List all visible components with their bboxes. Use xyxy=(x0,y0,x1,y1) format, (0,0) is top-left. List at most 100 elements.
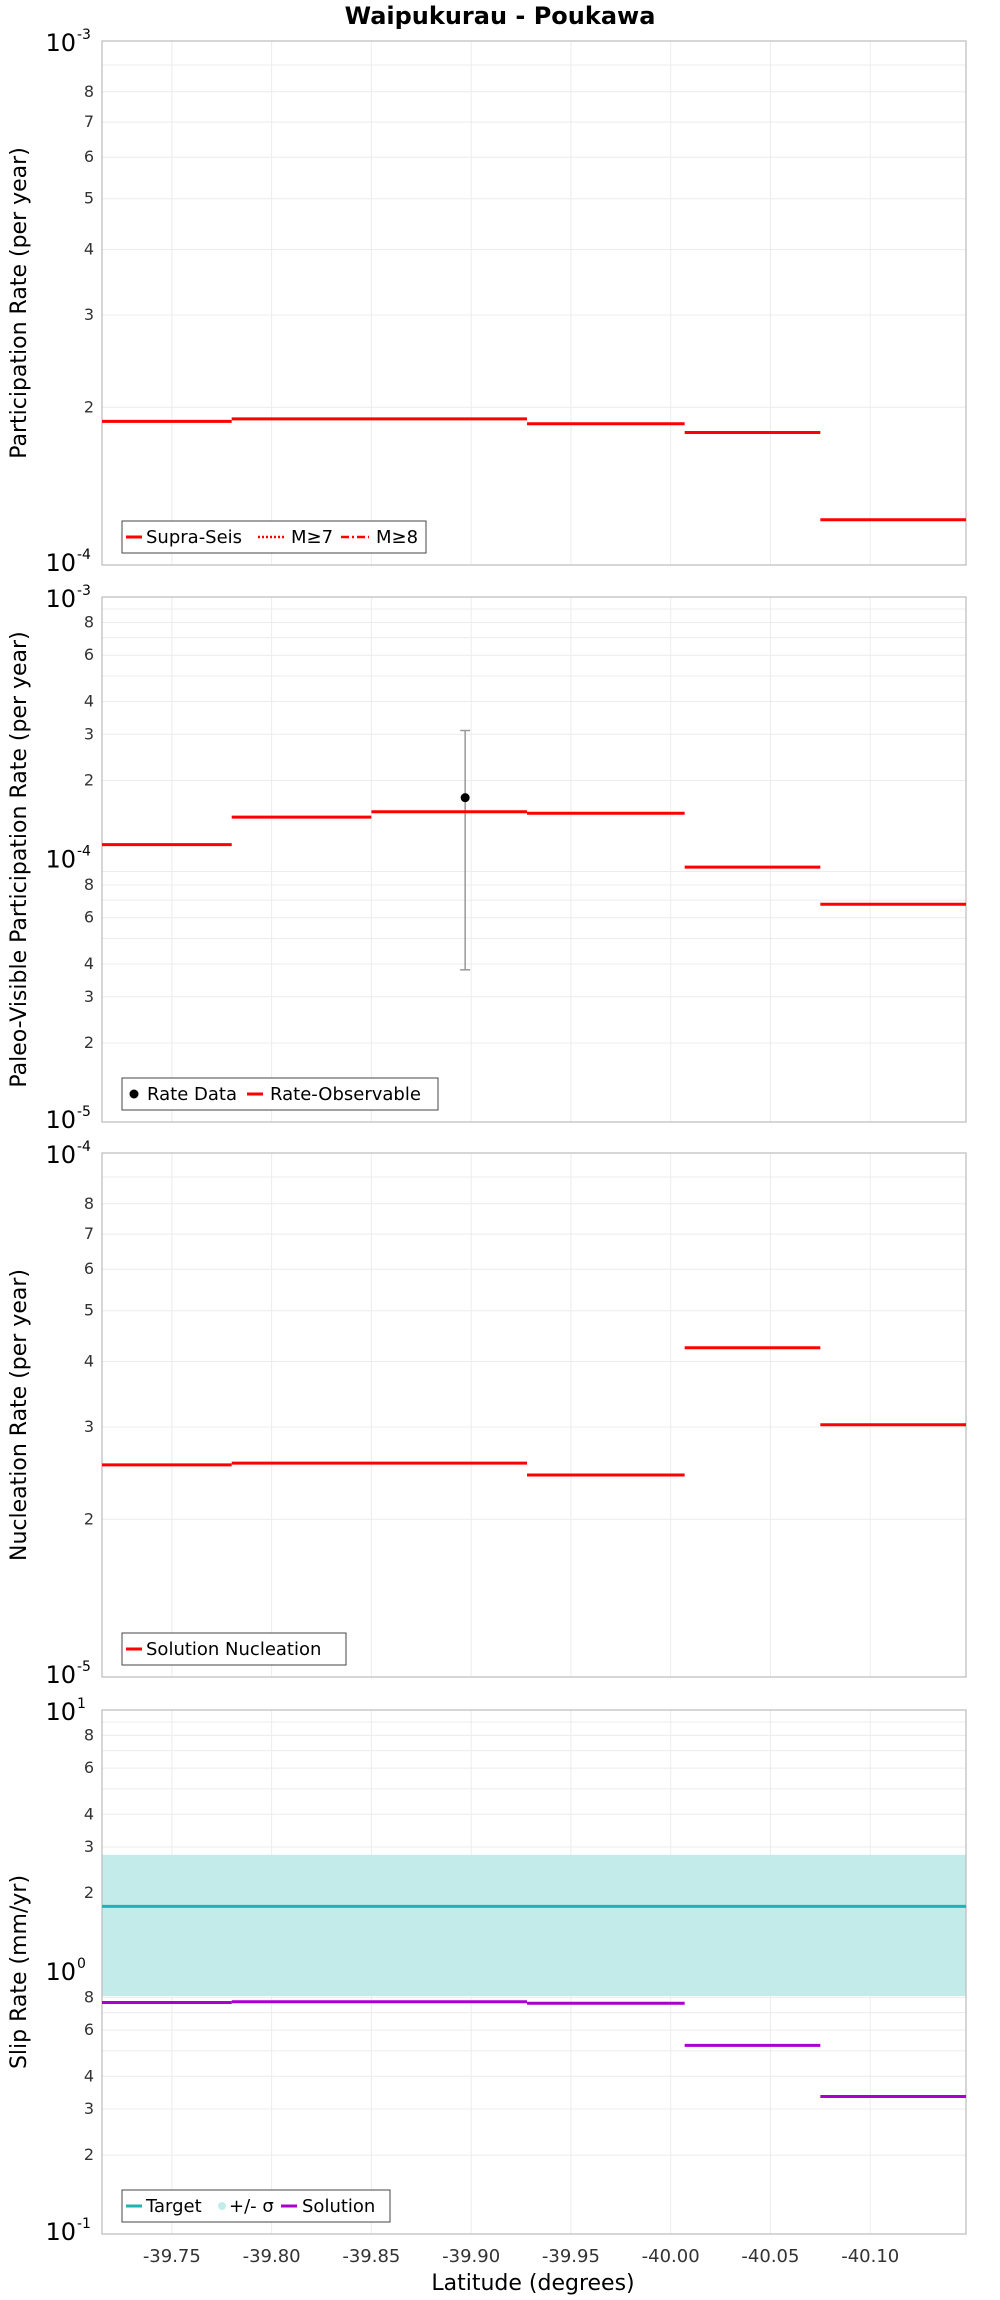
y-tick-label: 3 xyxy=(84,1837,94,1856)
y-decade-exponent: -3 xyxy=(77,583,91,599)
chart-title: Waipukurau - Poukawa xyxy=(345,2,656,30)
y-tick-label: 4 xyxy=(84,1352,94,1371)
y-decade-exponent: -4 xyxy=(77,844,91,860)
y-tick-label: 3 xyxy=(84,1417,94,1436)
y-tick-label: 3 xyxy=(84,2099,94,2118)
x-tick-label: -40.00 xyxy=(642,2246,700,2267)
y-tick-label: 2 xyxy=(84,1509,94,1528)
y-tick-label: 6 xyxy=(84,147,94,166)
y-tick-label: 6 xyxy=(84,1758,94,1777)
y-tick-label: 3 xyxy=(84,724,94,743)
x-tick-label: -39.85 xyxy=(342,2246,400,2267)
y-tick-label: 2 xyxy=(84,397,94,416)
y-tick-label: 2 xyxy=(84,770,94,789)
plot-frame xyxy=(101,596,967,1123)
y-decade-exponent: -4 xyxy=(77,547,91,563)
legend-label: Solution Nucleation xyxy=(146,1639,321,1660)
y-tick-label: 7 xyxy=(84,112,94,131)
y-decade-label: 10 1 xyxy=(45,1696,85,1726)
y-tick-label: 2 xyxy=(84,1883,94,1902)
legend-label: Rate-Observable xyxy=(270,1084,421,1105)
x-tick-label: -40.05 xyxy=(741,2246,799,2267)
legend-label: M≥8 xyxy=(376,527,418,548)
x-tick-label: -40.10 xyxy=(841,2246,899,2267)
plot-frame xyxy=(101,40,967,566)
y-decade-label: 10 -4 xyxy=(45,1139,91,1169)
y-decade-label: 10 0 xyxy=(45,1956,85,1986)
y-tick-label: 8 xyxy=(84,1194,94,1213)
y-decade-base: 10 xyxy=(45,549,76,577)
y-tick-label: 4 xyxy=(84,1804,94,1823)
y-decade-base: 10 xyxy=(45,1958,76,1986)
y-tick-label: 5 xyxy=(84,1301,94,1320)
x-axis-label: Latitude (degrees) xyxy=(431,2271,634,2296)
y-tick-label: 4 xyxy=(84,691,94,710)
y-decade-label: 10 -3 xyxy=(45,27,91,57)
y-tick-label: 4 xyxy=(84,240,94,259)
legend-swatch xyxy=(218,2202,226,2210)
y-decade-exponent: -1 xyxy=(77,2216,91,2232)
sigma-band xyxy=(102,1854,966,1996)
y-decade-exponent: 0 xyxy=(77,1956,86,1972)
y-tick-label: 6 xyxy=(84,645,94,664)
legend-swatch xyxy=(129,1089,139,1099)
x-tick-label: -39.75 xyxy=(143,2246,201,2267)
y-tick-label: 7 xyxy=(84,1224,94,1243)
y-decade-base: 10 xyxy=(45,1661,76,1689)
y-decade-label: 10 -1 xyxy=(45,2216,91,2246)
legend-label: Target xyxy=(145,2196,202,2217)
y-tick-label: 8 xyxy=(84,875,94,894)
y-decade-exponent: 1 xyxy=(77,1696,86,1712)
y-axis-label: Slip Rate (mm/yr) xyxy=(7,1875,32,2069)
y-decade-label: 10 -4 xyxy=(45,547,91,577)
y-decade-exponent: -5 xyxy=(77,1104,91,1120)
rate-data-point xyxy=(460,793,470,803)
y-decade-label: 10 -3 xyxy=(45,583,91,613)
y-tick-label: 2 xyxy=(84,2145,94,2164)
y-decade-exponent: -5 xyxy=(77,1659,91,1675)
y-tick-label: 8 xyxy=(84,612,94,631)
y-decade-base: 10 xyxy=(45,1106,76,1134)
plot-frame xyxy=(101,1152,967,1678)
y-tick-label: 4 xyxy=(84,954,94,973)
y-decade-base: 10 xyxy=(45,29,76,57)
y-axis-label: Nucleation Rate (per year) xyxy=(7,1269,32,1561)
legend: Solution Nucleation xyxy=(121,1632,347,1666)
legend-label: M≥7 xyxy=(291,527,333,548)
y-tick-label: 4 xyxy=(84,2066,94,2085)
y-decade-base: 10 xyxy=(45,1698,76,1726)
x-tick-label: -39.95 xyxy=(542,2246,600,2267)
y-tick-label: 2 xyxy=(84,1033,94,1052)
legend: Supra-Seis M≥7 M≥8 xyxy=(121,520,427,554)
legend-box xyxy=(121,2189,391,2223)
y-decade-base: 10 xyxy=(45,1141,76,1169)
y-decade-exponent: -3 xyxy=(77,27,91,43)
legend-box xyxy=(121,1632,347,1666)
y-decade-exponent: -4 xyxy=(77,1139,91,1155)
legend-label: Solution xyxy=(302,2196,375,2217)
y-tick-label: 8 xyxy=(84,1987,94,2006)
y-decade-base: 10 xyxy=(45,2218,76,2246)
y-tick-label: 5 xyxy=(84,189,94,208)
y-tick-label: 6 xyxy=(84,1259,94,1278)
x-tick-label: -39.90 xyxy=(442,2246,500,2267)
y-decade-label: 10 -5 xyxy=(45,1659,91,1689)
y-axis-label: Participation Rate (per year) xyxy=(7,147,32,459)
y-decade-label: 10 -5 xyxy=(45,1104,91,1134)
y-tick-label: 3 xyxy=(84,987,94,1006)
legend-label: +/- σ xyxy=(229,2196,274,2217)
y-tick-label: 3 xyxy=(84,305,94,324)
y-decade-base: 10 xyxy=(45,585,76,613)
y-tick-label: 8 xyxy=(84,82,94,101)
legend: Rate Data Rate-Observable xyxy=(121,1077,439,1111)
y-tick-label: 6 xyxy=(84,908,94,927)
y-decade-label: 10 -4 xyxy=(45,844,91,874)
legend-label: Supra-Seis xyxy=(146,527,242,548)
legend-label: Rate Data xyxy=(147,1084,237,1105)
y-tick-label: 6 xyxy=(84,2020,94,2039)
